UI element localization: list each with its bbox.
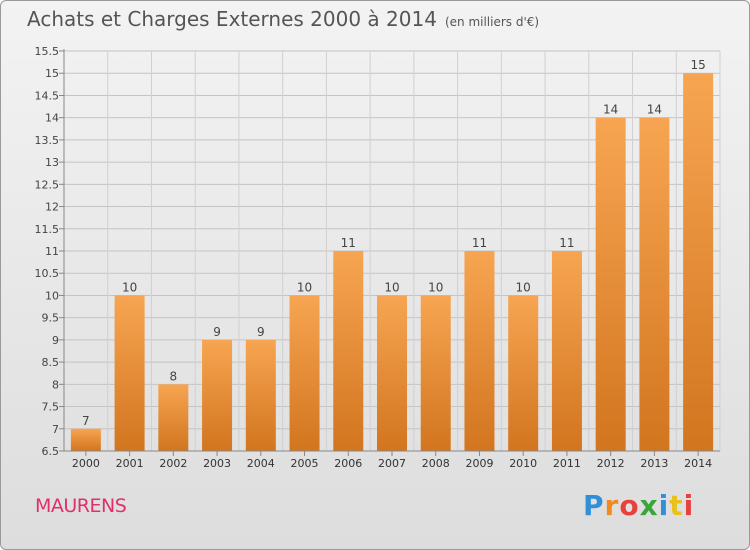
- x-tick-label: 2010: [509, 457, 537, 470]
- x-tick-label: 2005: [291, 457, 319, 470]
- logo-letter: i: [683, 489, 695, 522]
- x-tick-label: 2008: [422, 457, 450, 470]
- bar-2011: [551, 251, 582, 451]
- x-tick-label: 2006: [334, 457, 362, 470]
- value-label: 10: [428, 280, 443, 294]
- y-tick-label: 9: [52, 334, 59, 347]
- value-label: 11: [472, 236, 487, 250]
- y-tick-label: 9.5: [42, 312, 60, 325]
- y-tick-label: 14.5: [35, 89, 60, 102]
- value-label: 9: [213, 325, 221, 339]
- bar-2001: [114, 295, 145, 451]
- x-tick-label: 2000: [72, 457, 100, 470]
- logo-letter: i: [658, 489, 670, 522]
- bar-2008: [420, 295, 451, 451]
- y-tick-label: 11.5: [35, 223, 60, 236]
- value-label: 14: [603, 103, 618, 117]
- bar-2007: [377, 295, 407, 451]
- y-tick-label: 14: [45, 112, 59, 125]
- x-tick-label: 2014: [684, 457, 712, 470]
- y-tick-label: 7.5: [42, 401, 60, 414]
- y-tick-label: 15: [45, 67, 59, 80]
- value-label: 10: [384, 280, 399, 294]
- logo-letter: o: [619, 489, 640, 522]
- x-axis: 2000 2001 2002 2003 2004 2005 2006 2007 2008 2009…: [64, 450, 720, 470]
- bar-2010: [508, 295, 539, 451]
- logo-letter: x: [639, 489, 659, 522]
- bar-2012: [595, 117, 626, 452]
- proxiti-logo: Proxiti: [583, 489, 694, 522]
- value-label: 15: [690, 58, 705, 72]
- value-label: 10: [516, 280, 531, 294]
- x-tick-label: 2003: [203, 457, 231, 470]
- chart-title-main: Achats et Charges Externes 2000 à 2014: [27, 7, 437, 31]
- chart-subtitle: (en milliers d'€): [444, 15, 540, 29]
- logo-letter: r: [604, 489, 620, 522]
- y-tick-label: 8: [52, 378, 59, 391]
- chart-title: Achats et Charges Externes 2000 à 2014 (e…: [27, 7, 539, 31]
- y-tick-label: 7: [52, 423, 59, 436]
- x-tick-label: 2001: [116, 457, 144, 470]
- x-tick-label: 2002: [159, 457, 187, 470]
- logo-letter: t: [669, 489, 684, 522]
- y-tick-label: 12: [45, 201, 59, 214]
- x-tick-label: 2011: [553, 457, 581, 470]
- y-tick-label: 15.5: [35, 45, 60, 58]
- value-label: 8: [170, 369, 178, 383]
- bar-2013: [639, 117, 670, 452]
- y-tick-label: 11: [45, 245, 59, 258]
- y-tick-label: 8.5: [42, 356, 60, 369]
- x-tick-label: 2012: [597, 457, 625, 470]
- bar-2003: [202, 339, 233, 451]
- x-tick-label: 2004: [247, 457, 275, 470]
- value-label: 9: [257, 325, 265, 339]
- y-axis: 6.5 7 7.5 8 8.5 9 9.5 10 10.5 11 11.5 12 12.5 13 13.5 1…: [35, 45, 65, 458]
- value-label: 14: [647, 103, 662, 117]
- bar-2004: [245, 339, 276, 451]
- bar-2006: [333, 251, 364, 451]
- commune-name: MAURENS: [35, 495, 127, 517]
- value-label: 10: [297, 280, 312, 294]
- bar-2014: [683, 73, 714, 451]
- value-label: 11: [559, 236, 574, 250]
- value-label: 11: [341, 236, 356, 250]
- value-label: 10: [122, 280, 137, 294]
- bar-series: 7 10 8 9 9 10 11 10 10 11 10 11 14 14 15: [70, 58, 714, 452]
- bar-2000: [70, 428, 101, 451]
- y-tick-label: 6.5: [42, 445, 60, 458]
- bar-2002: [158, 384, 189, 451]
- value-label: 7: [82, 414, 90, 428]
- x-tick-label: 2007: [378, 457, 406, 470]
- y-tick-label: 13.5: [35, 134, 60, 147]
- y-tick-label: 13: [45, 156, 59, 169]
- y-tick-label: 12.5: [35, 178, 60, 191]
- x-tick-label: 2013: [640, 457, 668, 470]
- y-tick-label: 10: [45, 289, 59, 302]
- bar-2005: [289, 295, 320, 451]
- x-tick-label: 2009: [465, 457, 493, 470]
- logo-letter: P: [583, 489, 605, 522]
- y-tick-label: 10.5: [35, 267, 60, 280]
- bar-2009: [464, 251, 495, 451]
